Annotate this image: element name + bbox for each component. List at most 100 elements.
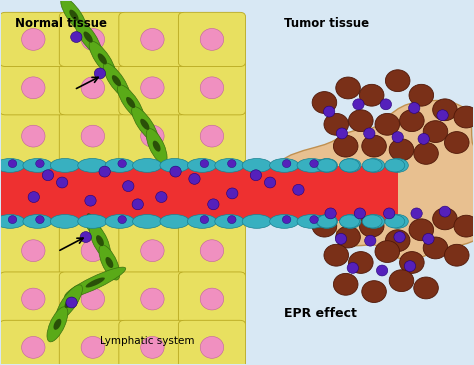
Ellipse shape [86, 277, 105, 288]
Ellipse shape [270, 215, 299, 228]
Ellipse shape [392, 132, 403, 142]
Ellipse shape [380, 99, 392, 110]
FancyBboxPatch shape [59, 224, 127, 278]
Ellipse shape [23, 215, 52, 228]
Ellipse shape [400, 251, 424, 273]
Ellipse shape [389, 270, 414, 292]
Ellipse shape [215, 215, 244, 228]
Ellipse shape [8, 216, 17, 224]
Ellipse shape [445, 132, 469, 153]
Ellipse shape [23, 158, 52, 172]
Ellipse shape [423, 233, 434, 244]
Ellipse shape [200, 240, 224, 262]
FancyBboxPatch shape [119, 61, 186, 115]
FancyBboxPatch shape [59, 320, 127, 365]
Ellipse shape [445, 244, 469, 266]
Ellipse shape [94, 68, 106, 79]
Ellipse shape [50, 215, 80, 228]
Ellipse shape [112, 75, 121, 86]
Ellipse shape [312, 215, 337, 237]
Ellipse shape [336, 77, 360, 99]
FancyBboxPatch shape [59, 12, 127, 66]
Ellipse shape [208, 199, 219, 210]
Ellipse shape [141, 125, 164, 147]
Ellipse shape [81, 337, 105, 358]
Ellipse shape [362, 215, 382, 228]
Ellipse shape [47, 307, 68, 342]
Ellipse shape [200, 28, 224, 50]
Bar [322, 166, 398, 221]
Bar [0, 166, 322, 221]
FancyBboxPatch shape [0, 109, 67, 163]
Ellipse shape [423, 121, 448, 142]
Ellipse shape [228, 216, 236, 224]
Ellipse shape [454, 215, 474, 237]
Ellipse shape [411, 208, 422, 219]
FancyBboxPatch shape [119, 12, 186, 66]
Ellipse shape [141, 288, 164, 310]
Ellipse shape [423, 237, 448, 259]
FancyBboxPatch shape [119, 109, 186, 163]
FancyBboxPatch shape [178, 320, 246, 365]
Ellipse shape [156, 192, 167, 203]
Ellipse shape [75, 19, 101, 55]
Ellipse shape [105, 158, 135, 172]
Ellipse shape [118, 160, 127, 168]
Ellipse shape [81, 28, 105, 50]
Ellipse shape [317, 159, 337, 172]
Ellipse shape [409, 219, 434, 241]
Ellipse shape [71, 32, 82, 42]
FancyBboxPatch shape [178, 224, 246, 278]
Ellipse shape [200, 216, 209, 224]
Ellipse shape [141, 28, 164, 50]
Ellipse shape [339, 215, 359, 228]
Ellipse shape [409, 103, 420, 114]
Text: Normal tissue: Normal tissue [15, 17, 107, 30]
Ellipse shape [187, 158, 217, 172]
Ellipse shape [227, 188, 238, 199]
Ellipse shape [61, 0, 87, 33]
Ellipse shape [375, 241, 400, 262]
Ellipse shape [78, 158, 107, 172]
FancyBboxPatch shape [0, 320, 67, 365]
Ellipse shape [376, 265, 388, 276]
Ellipse shape [141, 77, 164, 99]
Ellipse shape [189, 173, 200, 184]
Ellipse shape [437, 110, 448, 121]
Ellipse shape [56, 177, 68, 188]
Ellipse shape [103, 63, 130, 98]
Ellipse shape [36, 216, 44, 224]
Ellipse shape [389, 139, 414, 161]
Ellipse shape [359, 215, 384, 237]
Ellipse shape [80, 201, 101, 237]
Ellipse shape [81, 288, 105, 310]
Ellipse shape [96, 235, 104, 246]
FancyBboxPatch shape [59, 272, 127, 326]
Ellipse shape [187, 215, 217, 228]
Ellipse shape [0, 215, 25, 228]
Ellipse shape [69, 9, 79, 21]
Ellipse shape [310, 216, 318, 224]
Ellipse shape [336, 128, 347, 139]
Ellipse shape [99, 166, 110, 177]
Ellipse shape [22, 77, 45, 99]
Ellipse shape [140, 119, 149, 130]
Ellipse shape [324, 114, 348, 135]
Ellipse shape [81, 77, 105, 99]
FancyBboxPatch shape [59, 109, 127, 163]
Ellipse shape [414, 277, 438, 299]
Ellipse shape [362, 281, 386, 303]
Ellipse shape [87, 214, 94, 224]
Ellipse shape [22, 28, 45, 50]
Ellipse shape [404, 261, 416, 272]
Ellipse shape [316, 215, 337, 228]
Text: Lymphatic system: Lymphatic system [100, 336, 194, 346]
Ellipse shape [22, 288, 45, 310]
Ellipse shape [310, 160, 318, 168]
Ellipse shape [339, 159, 359, 172]
Ellipse shape [90, 223, 110, 258]
Ellipse shape [348, 251, 373, 273]
Ellipse shape [153, 141, 161, 151]
Ellipse shape [297, 158, 326, 172]
Ellipse shape [394, 231, 405, 242]
